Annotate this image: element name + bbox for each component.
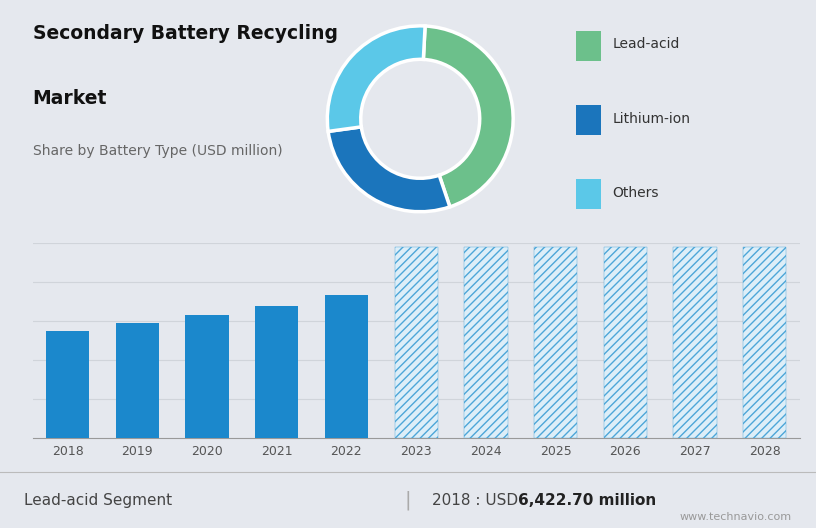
Bar xyxy=(534,247,577,438)
Text: 2018 : USD: 2018 : USD xyxy=(432,493,524,508)
Bar xyxy=(604,247,647,438)
Bar xyxy=(325,295,368,438)
Text: Lithium-ion: Lithium-ion xyxy=(612,112,690,126)
FancyBboxPatch shape xyxy=(576,31,601,61)
Bar xyxy=(464,247,508,438)
Bar xyxy=(673,247,716,438)
Text: |: | xyxy=(405,491,411,511)
Text: www.technavio.com: www.technavio.com xyxy=(680,512,792,522)
Bar xyxy=(116,323,159,438)
Bar xyxy=(46,331,89,438)
Text: Others: Others xyxy=(612,186,659,200)
Text: Share by Battery Type (USD million): Share by Battery Type (USD million) xyxy=(33,144,282,158)
Wedge shape xyxy=(327,26,425,131)
Text: Lead-acid Segment: Lead-acid Segment xyxy=(24,493,173,508)
Text: Secondary Battery Recycling: Secondary Battery Recycling xyxy=(33,24,338,43)
Text: Market: Market xyxy=(33,89,107,108)
Bar xyxy=(604,247,647,438)
Bar xyxy=(534,247,577,438)
Bar xyxy=(673,247,716,438)
Bar xyxy=(395,247,437,438)
Wedge shape xyxy=(328,127,450,212)
Bar xyxy=(743,247,787,438)
Bar xyxy=(743,247,787,438)
Bar xyxy=(464,247,508,438)
FancyBboxPatch shape xyxy=(576,179,601,210)
Wedge shape xyxy=(424,26,513,207)
Text: 6,422.70 million: 6,422.70 million xyxy=(518,493,656,508)
Bar xyxy=(395,247,437,438)
Bar xyxy=(185,315,228,438)
FancyBboxPatch shape xyxy=(576,105,601,135)
Bar xyxy=(255,306,299,438)
Text: Lead-acid: Lead-acid xyxy=(612,37,680,51)
